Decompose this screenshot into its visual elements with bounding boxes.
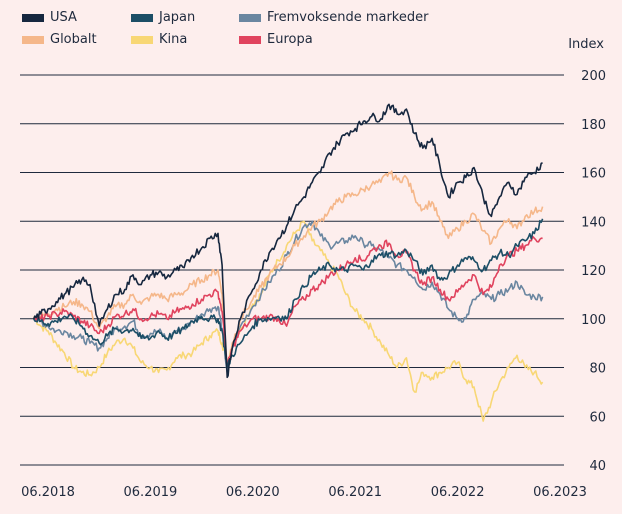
y-tick-label: 200: [581, 69, 606, 84]
legend-swatch: [131, 13, 153, 22]
y-tick-label: 40: [589, 459, 606, 474]
legend-label: USA: [50, 10, 77, 25]
series-line-globalt: [33, 170, 544, 369]
x-tick-label: 06.2022: [431, 485, 485, 500]
legend-item-europa: Europa: [239, 32, 313, 47]
y-tick-label: 100: [581, 313, 606, 328]
x-tick-label: 06.2021: [328, 485, 382, 500]
y-tick-label: 140: [581, 215, 606, 230]
legend-item-japan: Japan: [131, 10, 195, 25]
series-line-kina: [33, 220, 544, 422]
x-tick-label: 06.2020: [226, 485, 280, 500]
legend-swatch: [131, 35, 153, 44]
legend-item-globalt: Globalt: [22, 32, 97, 47]
legend-swatch: [239, 13, 261, 22]
legend-item-fremvoksende: Fremvoksende markeder: [239, 10, 428, 25]
series-line-fremvoksende-markeder: [33, 220, 544, 374]
series-line-japan: [32, 218, 544, 369]
y-tick-label: 160: [581, 167, 606, 182]
legend-label: Japan: [159, 10, 196, 25]
legend-swatch: [22, 35, 44, 44]
x-tick-label: 06.2019: [124, 485, 178, 500]
x-tick-label: 06.2023: [533, 485, 587, 500]
legend-label: Globalt: [50, 32, 97, 47]
y-tick-label: 120: [581, 264, 606, 279]
legend-swatch: [22, 13, 44, 22]
y-tick-label: 60: [589, 410, 606, 425]
legend-item-usa: USA: [22, 10, 77, 25]
legend-label: Fremvoksende markeder: [267, 10, 429, 25]
legend-label: Europa: [267, 32, 313, 47]
series-line-usa: [32, 103, 543, 379]
legend-item-kina: Kina: [131, 32, 187, 47]
y-axis-title: Index: [568, 37, 604, 52]
y-tick-label: 80: [589, 362, 606, 377]
legend-label: Kina: [159, 32, 188, 47]
x-tick-label: 06.2018: [21, 485, 75, 500]
y-tick-label: 180: [581, 118, 606, 133]
legend-swatch: [239, 35, 261, 44]
legend: USA Japan Fremvoksende markeder Globalt …: [22, 10, 542, 50]
series-line-europa: [33, 235, 543, 369]
